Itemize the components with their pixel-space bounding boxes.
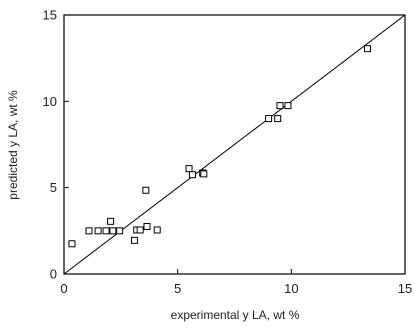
y-tick-label: 10 bbox=[43, 94, 57, 109]
x-axis-label: experimental y LA, wt % bbox=[171, 308, 300, 322]
data-point bbox=[85, 227, 93, 235]
y-tick-label: 0 bbox=[50, 267, 57, 282]
axis-ticks: 0 5 10 15 0 5 10 15 bbox=[43, 8, 413, 297]
data-point bbox=[116, 227, 124, 235]
data-point bbox=[153, 226, 161, 234]
x-tick-label: 10 bbox=[284, 281, 298, 296]
data-point bbox=[130, 236, 138, 244]
data-point bbox=[276, 102, 284, 110]
data-point bbox=[102, 227, 110, 235]
data-point bbox=[274, 115, 282, 123]
data-points bbox=[68, 45, 371, 248]
data-point bbox=[143, 223, 151, 231]
data-point bbox=[136, 226, 144, 234]
data-point bbox=[284, 102, 292, 110]
data-point bbox=[68, 240, 76, 248]
data-point bbox=[185, 165, 193, 173]
data-point bbox=[142, 186, 150, 194]
y-tick-label: 5 bbox=[50, 180, 57, 195]
data-point bbox=[94, 227, 102, 235]
y-axis-label: predicted y LA, wt % bbox=[6, 90, 20, 200]
identity-line bbox=[63, 14, 406, 275]
data-point bbox=[200, 170, 208, 178]
data-point bbox=[109, 227, 117, 235]
x-tick-label: 0 bbox=[60, 281, 67, 296]
plot-frame bbox=[63, 14, 406, 275]
x-tick-label: 5 bbox=[174, 281, 181, 296]
data-point bbox=[107, 217, 115, 225]
data-point bbox=[265, 115, 273, 123]
x-tick-label: 15 bbox=[398, 281, 412, 296]
data-point bbox=[363, 45, 371, 53]
data-point bbox=[188, 171, 196, 179]
y-tick-label: 15 bbox=[43, 8, 57, 23]
